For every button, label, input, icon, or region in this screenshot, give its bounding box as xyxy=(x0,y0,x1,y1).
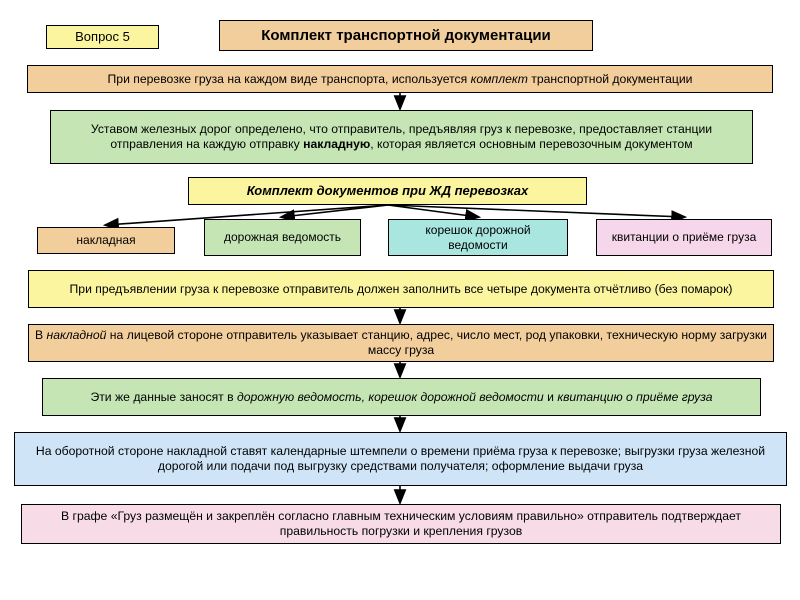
charter-text: Уставом железных дорог определено, что о… xyxy=(57,122,746,151)
doc-road-statement-text: дорожная ведомость xyxy=(224,230,341,244)
fill-note-text: При предъявлении груза к перевозке отпра… xyxy=(70,282,733,297)
confirmation-box: В графе «Груз размещён и закреплён согла… xyxy=(21,504,781,544)
fill-note-box: При предъявлении груза к перевозке отпра… xyxy=(28,270,774,308)
invoice-back-text: На оборотной стороне накладной ставят ка… xyxy=(21,444,780,473)
doc-invoice: накладная xyxy=(37,227,175,254)
same-data-box: Эти же данные заносят в дорожную ведомос… xyxy=(42,378,761,416)
doc-road-stub: корешок дорожной ведомости xyxy=(388,219,568,256)
main-title: Комплект транспортной документации xyxy=(219,20,593,51)
doc-invoice-text: накладная xyxy=(76,233,135,247)
intro-box: При перевозке груза на каждом виде транс… xyxy=(27,65,773,93)
docs-subtitle: Комплект документов при ЖД перевозках xyxy=(188,177,587,205)
charter-box: Уставом железных дорог определено, что о… xyxy=(50,110,753,164)
question-badge: Вопрос 5 xyxy=(46,25,159,49)
invoice-back-box: На оборотной стороне накладной ставят ка… xyxy=(14,432,787,486)
main-title-text: Комплект транспортной документации xyxy=(261,27,551,45)
invoice-front-text: В накладной на лицевой стороне отправите… xyxy=(35,328,767,357)
doc-road-stub-text: корешок дорожной ведомости xyxy=(395,223,561,252)
question-badge-text: Вопрос 5 xyxy=(75,29,130,45)
doc-road-statement: дорожная ведомость xyxy=(204,219,361,256)
doc-receipt: квитанции о приёме груза xyxy=(596,219,772,256)
doc-receipt-text: квитанции о приёме груза xyxy=(612,230,757,244)
confirmation-text: В графе «Груз размещён и закреплён согла… xyxy=(28,509,774,538)
intro-text: При перевозке груза на каждом виде транс… xyxy=(108,72,693,87)
invoice-front-box: В накладной на лицевой стороне отправите… xyxy=(28,324,774,362)
docs-subtitle-text: Комплект документов при ЖД перевозках xyxy=(247,183,529,199)
same-data-text: Эти же данные заносят в дорожную ведомос… xyxy=(90,390,712,405)
